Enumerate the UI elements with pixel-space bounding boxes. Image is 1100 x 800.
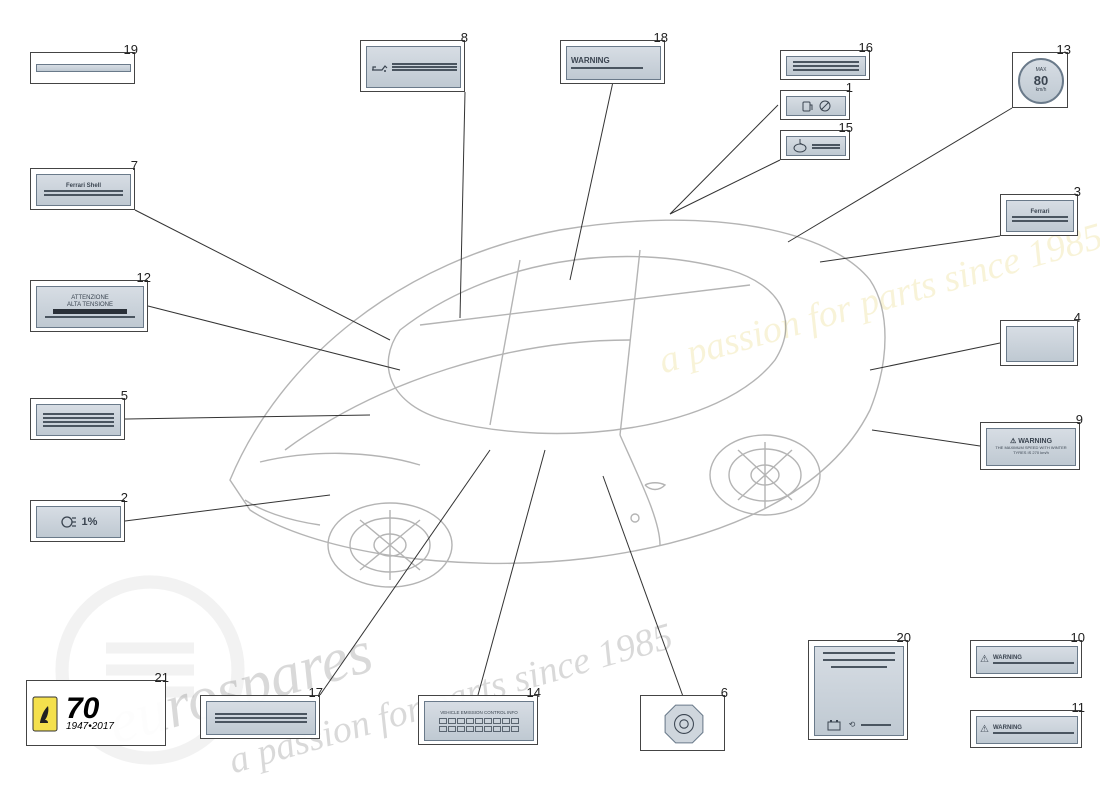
callout-number: 21 [155,670,169,685]
callout-11: 11⚠WARNING [970,710,1082,748]
callout-19: 19 [30,52,135,84]
callout-number: 8 [461,30,468,45]
callout-number: 17 [309,685,323,700]
callout-3: 3Ferrari [1000,194,1078,236]
callout-number: 12 [137,270,151,285]
callout-5: 5 [30,398,125,440]
callout-14: 14VEHICLE EMISSION CONTROL INFO [418,695,538,745]
callout-number: 5 [121,388,128,403]
callout-21: 21 701947•2017 [26,680,166,746]
callout-number: 3 [1074,184,1081,199]
callout-7: 7Ferrari Shell [30,168,135,210]
callout-9: 9⚠ WARNINGTHE MAXIMUM SPEED WITH WINTER … [980,422,1080,470]
callout-number: 18 [654,30,668,45]
callout-2: 21% [30,500,125,542]
callout-number: 19 [124,42,138,57]
callout-number: 14 [527,685,541,700]
callout-8: 8 [360,40,465,92]
callout-number: 20 [897,630,911,645]
callout-13: 13MAX80km/h [1012,52,1068,108]
callout-20: 20 ⟲ [808,640,908,740]
callout-number: 10 [1071,630,1085,645]
callout-4: 4 [1000,320,1078,366]
car-outline [190,150,910,610]
callout-6: 6 [640,695,725,751]
callout-number: 7 [131,158,138,173]
callout-10: 10⚠WARNING [970,640,1082,678]
callout-number: 4 [1074,310,1081,325]
callout-17: 17 [200,695,320,739]
callout-18: 18WARNING [560,40,665,84]
callout-12: 12ATTENZIONEALTA TENSIONE [30,280,148,332]
callout-number: 2 [121,490,128,505]
callout-number: 11 [1072,700,1086,715]
callout-number: 13 [1057,42,1071,57]
callout-number: 9 [1076,412,1083,427]
callout-number: 6 [721,685,728,700]
